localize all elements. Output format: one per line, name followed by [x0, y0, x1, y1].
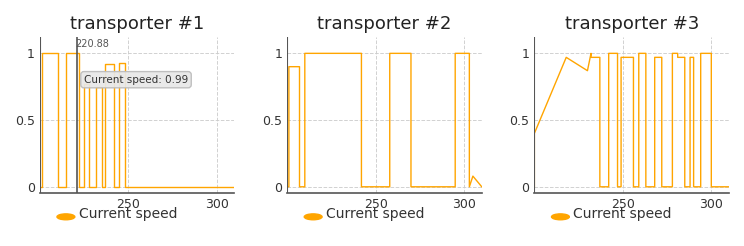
Text: Current speed: Current speed: [79, 207, 177, 220]
Text: Current speed: 0.99: Current speed: 0.99: [84, 75, 188, 85]
Title: transporter #3: transporter #3: [565, 15, 699, 33]
Title: transporter #2: transporter #2: [317, 15, 452, 33]
Title: transporter #1: transporter #1: [70, 15, 205, 33]
Text: Current speed: Current speed: [326, 207, 424, 220]
Text: 220.88: 220.88: [75, 39, 109, 49]
Text: Current speed: Current speed: [573, 207, 672, 220]
